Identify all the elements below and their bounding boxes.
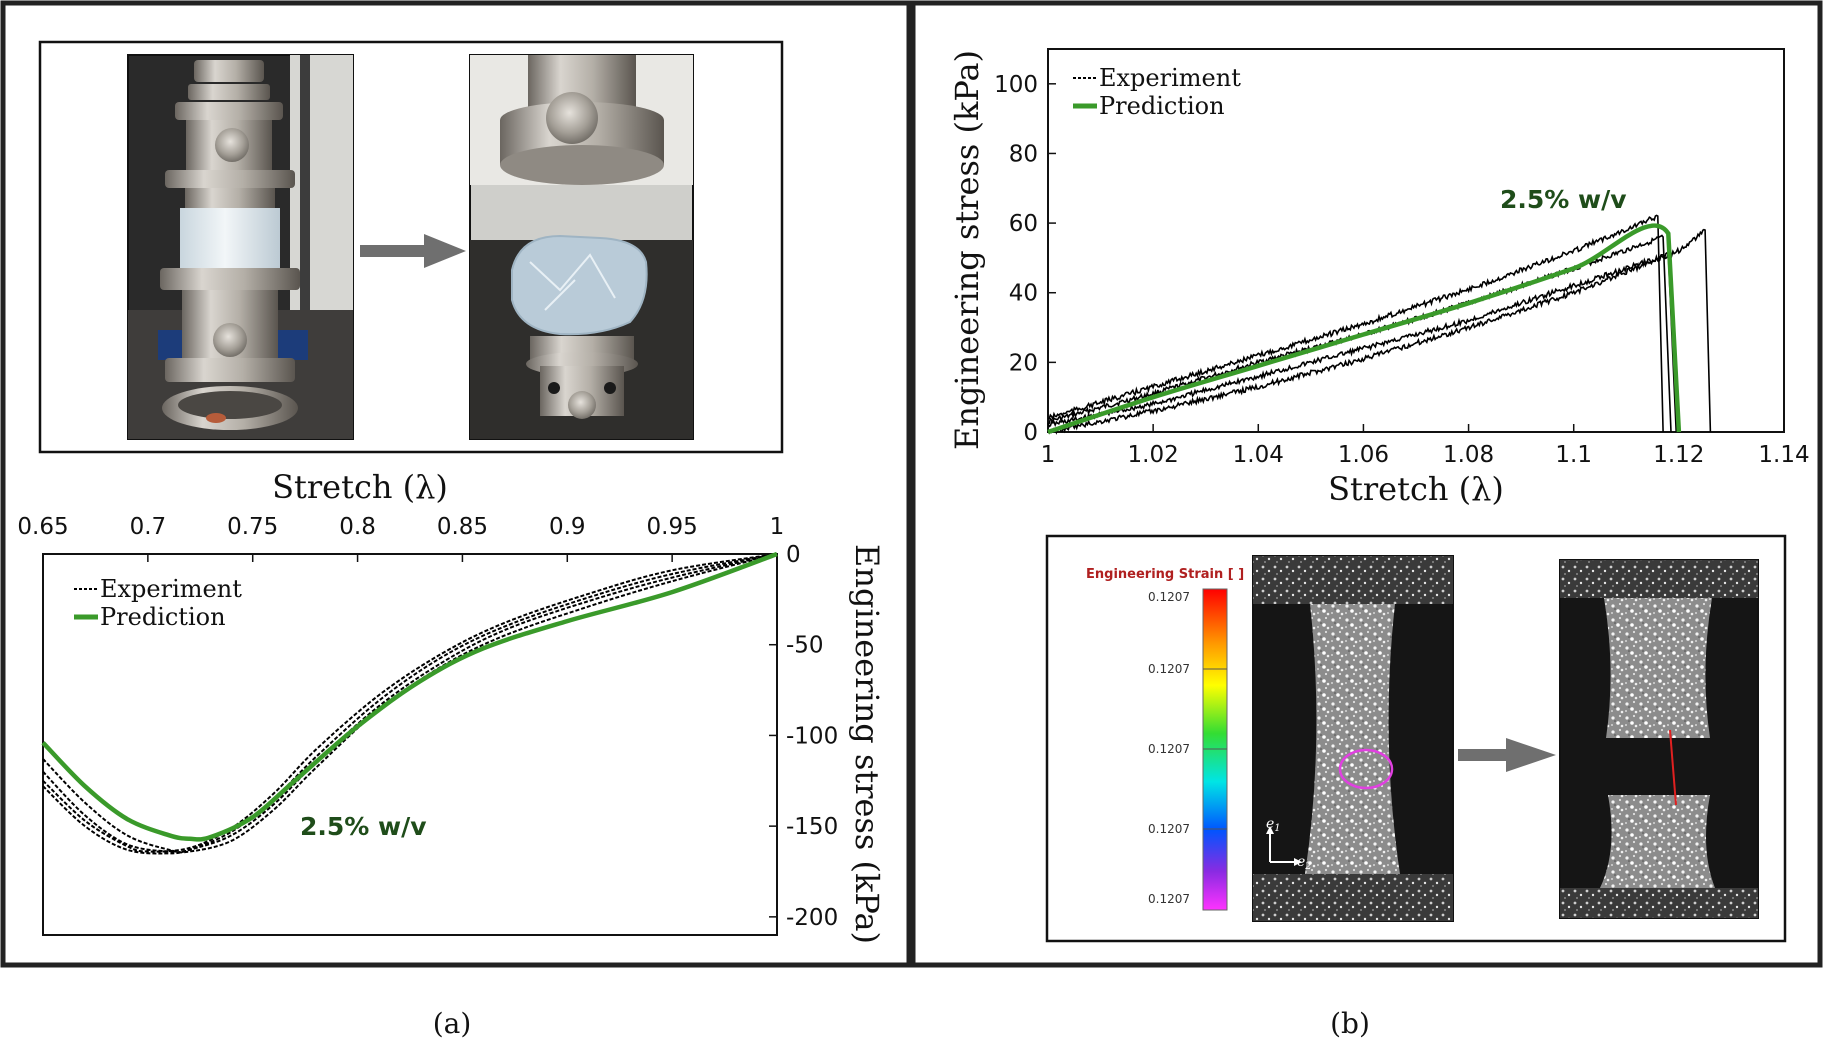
chart-b-annotation: 2.5% w/v [1500, 185, 1627, 214]
chart-a-legend-experiment: Experiment [100, 575, 242, 603]
series-prediction-line [1047, 223, 1682, 435]
panel-label-b: (b) [1330, 1007, 1370, 1040]
chart-a-annotation: 2.5% w/v [300, 812, 427, 841]
dic-region-marker [1338, 748, 1394, 790]
x-tick-label: 0.65 [17, 514, 68, 540]
chart-b-axes [1047, 48, 1785, 433]
dic-axis-e2: e2 [1297, 854, 1312, 872]
dic-image-before: e1 e2 [1252, 555, 1454, 922]
x-tick-label: 0.9 [549, 514, 586, 540]
y-tick-label: -150 [786, 814, 838, 840]
x-tick-label: 1.14 [1758, 442, 1809, 468]
dic-image-after [1559, 559, 1759, 919]
x-tick-label: 1.12 [1653, 442, 1704, 468]
dic-colorbar-tick: 0.1207 [1148, 742, 1190, 756]
y-tick-label: 80 [1009, 141, 1038, 167]
x-tick-label: 0.7 [130, 514, 167, 540]
series-experiment-line [1047, 251, 1677, 433]
series-experiment-line [1047, 214, 1664, 433]
x-tick-label: 1 [1041, 442, 1056, 468]
compression-chart: 0.65 0.7 0.75 0.8 0.85 0.9 0.95 10 -50 -100 -150 -2… [17, 468, 886, 944]
x-tick-label: 0.75 [227, 514, 278, 540]
y-tick-label: -50 [786, 633, 824, 659]
x-tick-label: 1.1 [1555, 442, 1592, 468]
dic-process-arrow [1458, 738, 1556, 772]
series-experiment-line [42, 553, 778, 854]
dic-colorbar-tick: 0.1207 [1148, 822, 1190, 836]
compression-photo-after [469, 54, 694, 440]
chart-b-xlabel: Stretch (λ) [1328, 470, 1504, 508]
process-arrow [360, 234, 466, 268]
tension-chart: 1 1.02 1.04 1.06 1.08 1.1 1.12 1.14 0 20 40 60 80 100… [948, 48, 1810, 508]
x-tick-label: 1 [770, 514, 785, 540]
y-tick-label: 20 [1009, 350, 1038, 376]
y-tick-label: 60 [1009, 211, 1038, 237]
y-tick-label: -200 [786, 905, 838, 931]
dic-colorbar-tick: 0.1207 [1148, 892, 1190, 906]
chart-a-xlabel: Stretch (λ) [272, 468, 448, 506]
dic-box: Engineering Strain [ ] 0.1207 0.1207 0.1… [1045, 534, 1787, 943]
chart-b-legend-prediction: Prediction [1099, 92, 1225, 120]
y-tick-label: 0 [786, 542, 801, 568]
dic-colorbar-tick: 0.1207 [1148, 662, 1190, 676]
series-prediction-line [41, 551, 778, 842]
panel-label-a: (a) [433, 1007, 472, 1040]
x-tick-label: 0.95 [647, 514, 698, 540]
chart-a-ylabel: Engineering stress (kPa) [848, 544, 886, 944]
panel-b-frame [910, 0, 1823, 968]
x-tick-label: 1.08 [1443, 442, 1494, 468]
y-tick-label: -100 [786, 723, 838, 749]
series-experiment-line [42, 553, 778, 854]
chart-a-legend: Experiment Prediction [74, 575, 242, 631]
y-tick-label: 0 [1023, 420, 1038, 446]
compression-photo-box [38, 40, 784, 454]
chart-b-ylabel: Engineering stress (kPa) [948, 50, 986, 450]
x-tick-label: 0.85 [437, 514, 488, 540]
dic-colorbar-tick: 0.1207 [1148, 590, 1190, 604]
x-tick-label: 1.06 [1338, 442, 1389, 468]
chart-a-legend-prediction: Prediction [100, 603, 226, 631]
panel-a-frame [0, 0, 912, 968]
x-tick-label: 1.02 [1128, 442, 1179, 468]
chart-b-legend-experiment: Experiment [1099, 64, 1241, 92]
chart-b-legend: Experiment Prediction [1073, 64, 1241, 120]
y-tick-label: 100 [994, 72, 1038, 98]
x-tick-label: 1.04 [1233, 442, 1284, 468]
compression-photo-before [127, 54, 354, 440]
series-experiment-line [1047, 228, 1712, 435]
y-tick-label: 40 [1009, 281, 1038, 307]
dic-axis-e1: e1 [1266, 816, 1281, 834]
series-experiment-line [42, 553, 778, 853]
dic-colorbar-title: Engineering Strain [ ] [1086, 567, 1244, 582]
x-tick-label: 0.8 [339, 514, 376, 540]
